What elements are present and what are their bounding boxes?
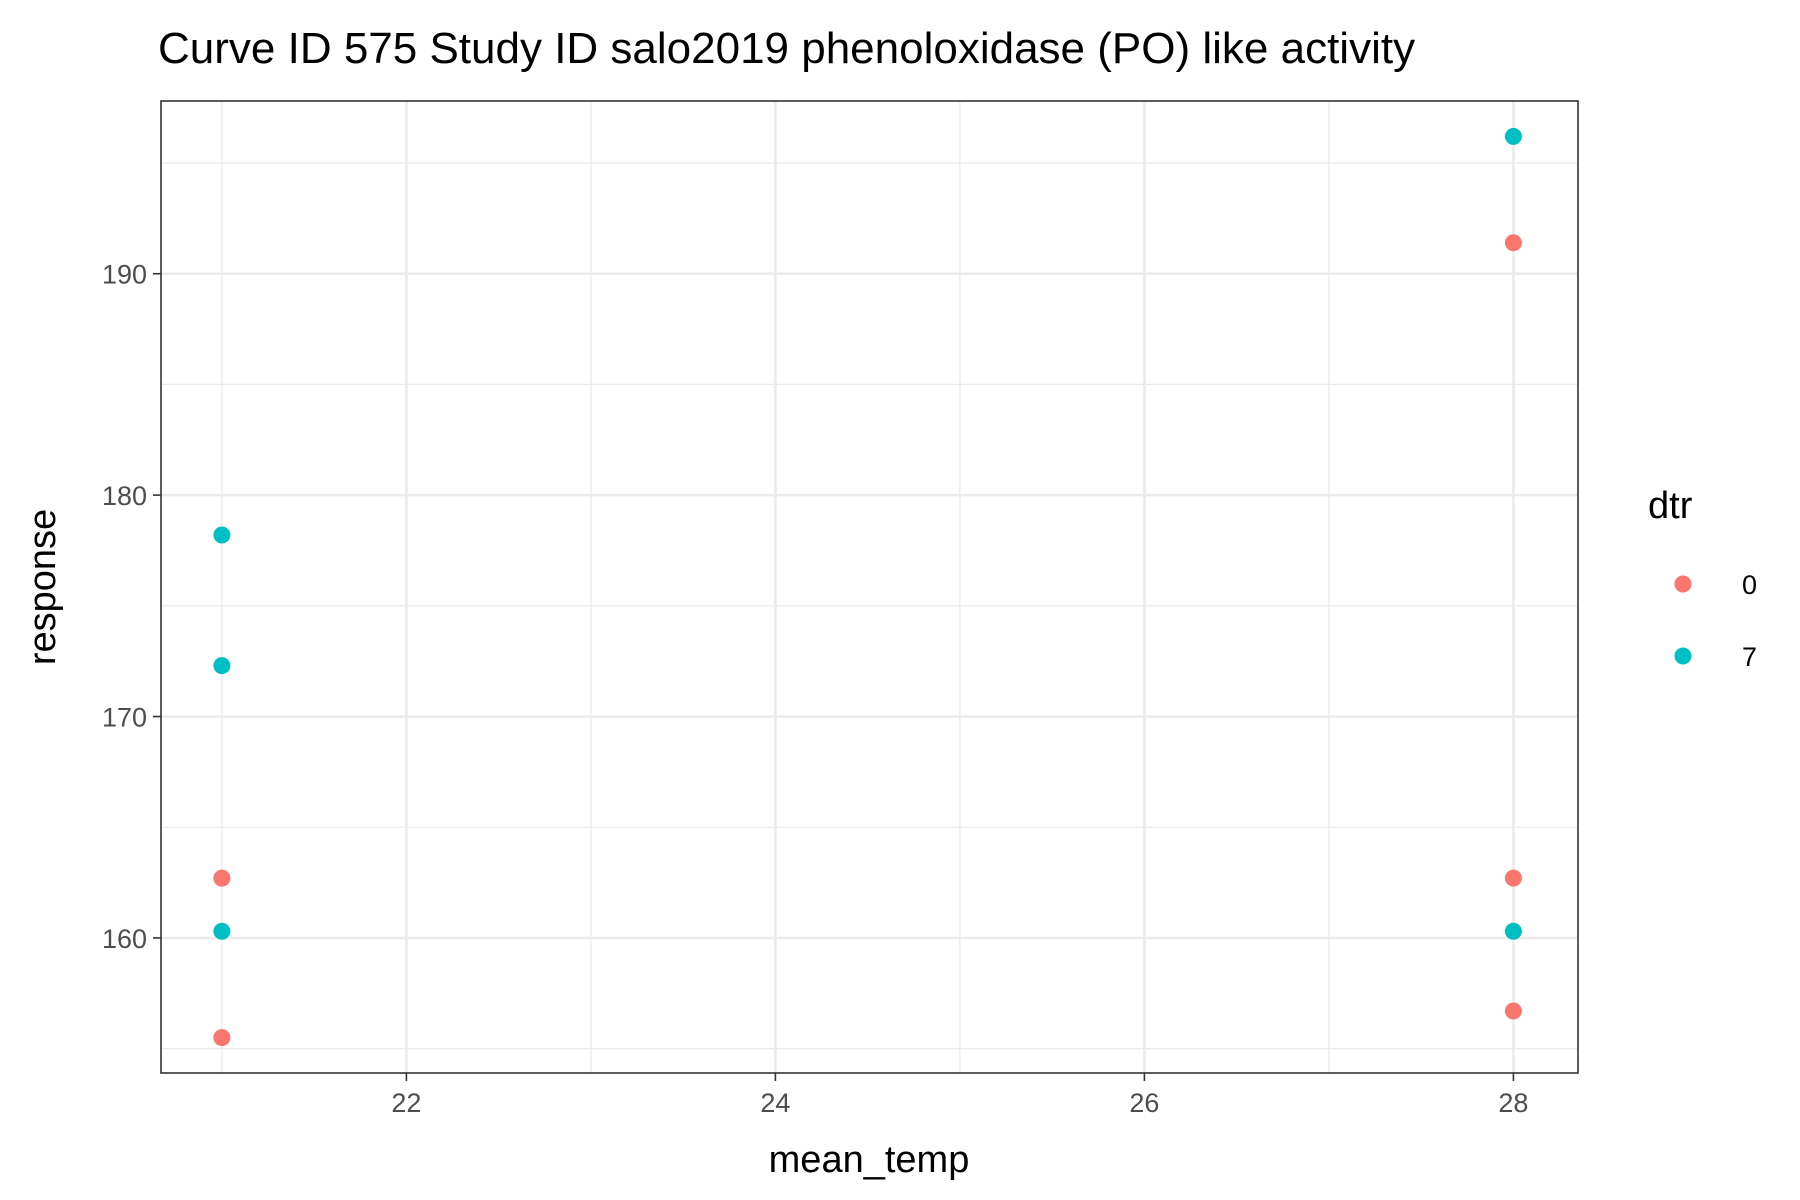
x-axis: 22 24 26 28 bbox=[391, 1073, 1528, 1118]
y-tick-label: 170 bbox=[102, 703, 147, 733]
legend: dtr 07 bbox=[1648, 485, 1757, 672]
data-point-dtr-7 bbox=[1504, 127, 1522, 145]
x-tick-label: 24 bbox=[760, 1088, 790, 1118]
data-points bbox=[213, 127, 1522, 1047]
data-point-dtr-0 bbox=[1504, 1002, 1522, 1020]
y-axis: 160 170 180 190 bbox=[102, 260, 161, 954]
x-axis-title: mean_temp bbox=[769, 1139, 970, 1181]
legend-key-dtr-7 bbox=[1674, 647, 1692, 665]
legend-label-dtr-7: 7 bbox=[1742, 642, 1757, 672]
legend-key-dtr-0 bbox=[1674, 575, 1692, 593]
x-tick-label: 22 bbox=[391, 1088, 421, 1118]
y-axis-title: response bbox=[22, 509, 64, 665]
legend-label-dtr-0: 0 bbox=[1742, 570, 1757, 600]
plot-panel-border bbox=[160, 100, 1579, 1074]
plot-panel-background bbox=[161, 101, 1578, 1073]
chart-title: Curve ID 575 Study ID salo2019 phenoloxi… bbox=[158, 24, 1415, 73]
x-tick-label: 28 bbox=[1498, 1088, 1528, 1118]
data-point-dtr-7 bbox=[213, 657, 231, 675]
legend-items: 07 bbox=[1674, 570, 1757, 672]
data-point-dtr-7 bbox=[213, 526, 231, 544]
data-point-dtr-7 bbox=[213, 922, 231, 940]
data-point-dtr-0 bbox=[213, 1029, 231, 1047]
data-point-dtr-0 bbox=[1504, 234, 1522, 252]
legend-title: dtr bbox=[1648, 485, 1693, 527]
data-point-dtr-0 bbox=[213, 869, 231, 887]
data-point-dtr-7 bbox=[1504, 922, 1522, 940]
x-tick-label: 26 bbox=[1129, 1088, 1159, 1118]
y-tick-label: 160 bbox=[102, 924, 147, 954]
y-tick-label: 190 bbox=[102, 260, 147, 290]
data-point-dtr-0 bbox=[1504, 869, 1522, 887]
grid-lines bbox=[161, 101, 1578, 1073]
y-tick-label: 180 bbox=[102, 481, 147, 511]
